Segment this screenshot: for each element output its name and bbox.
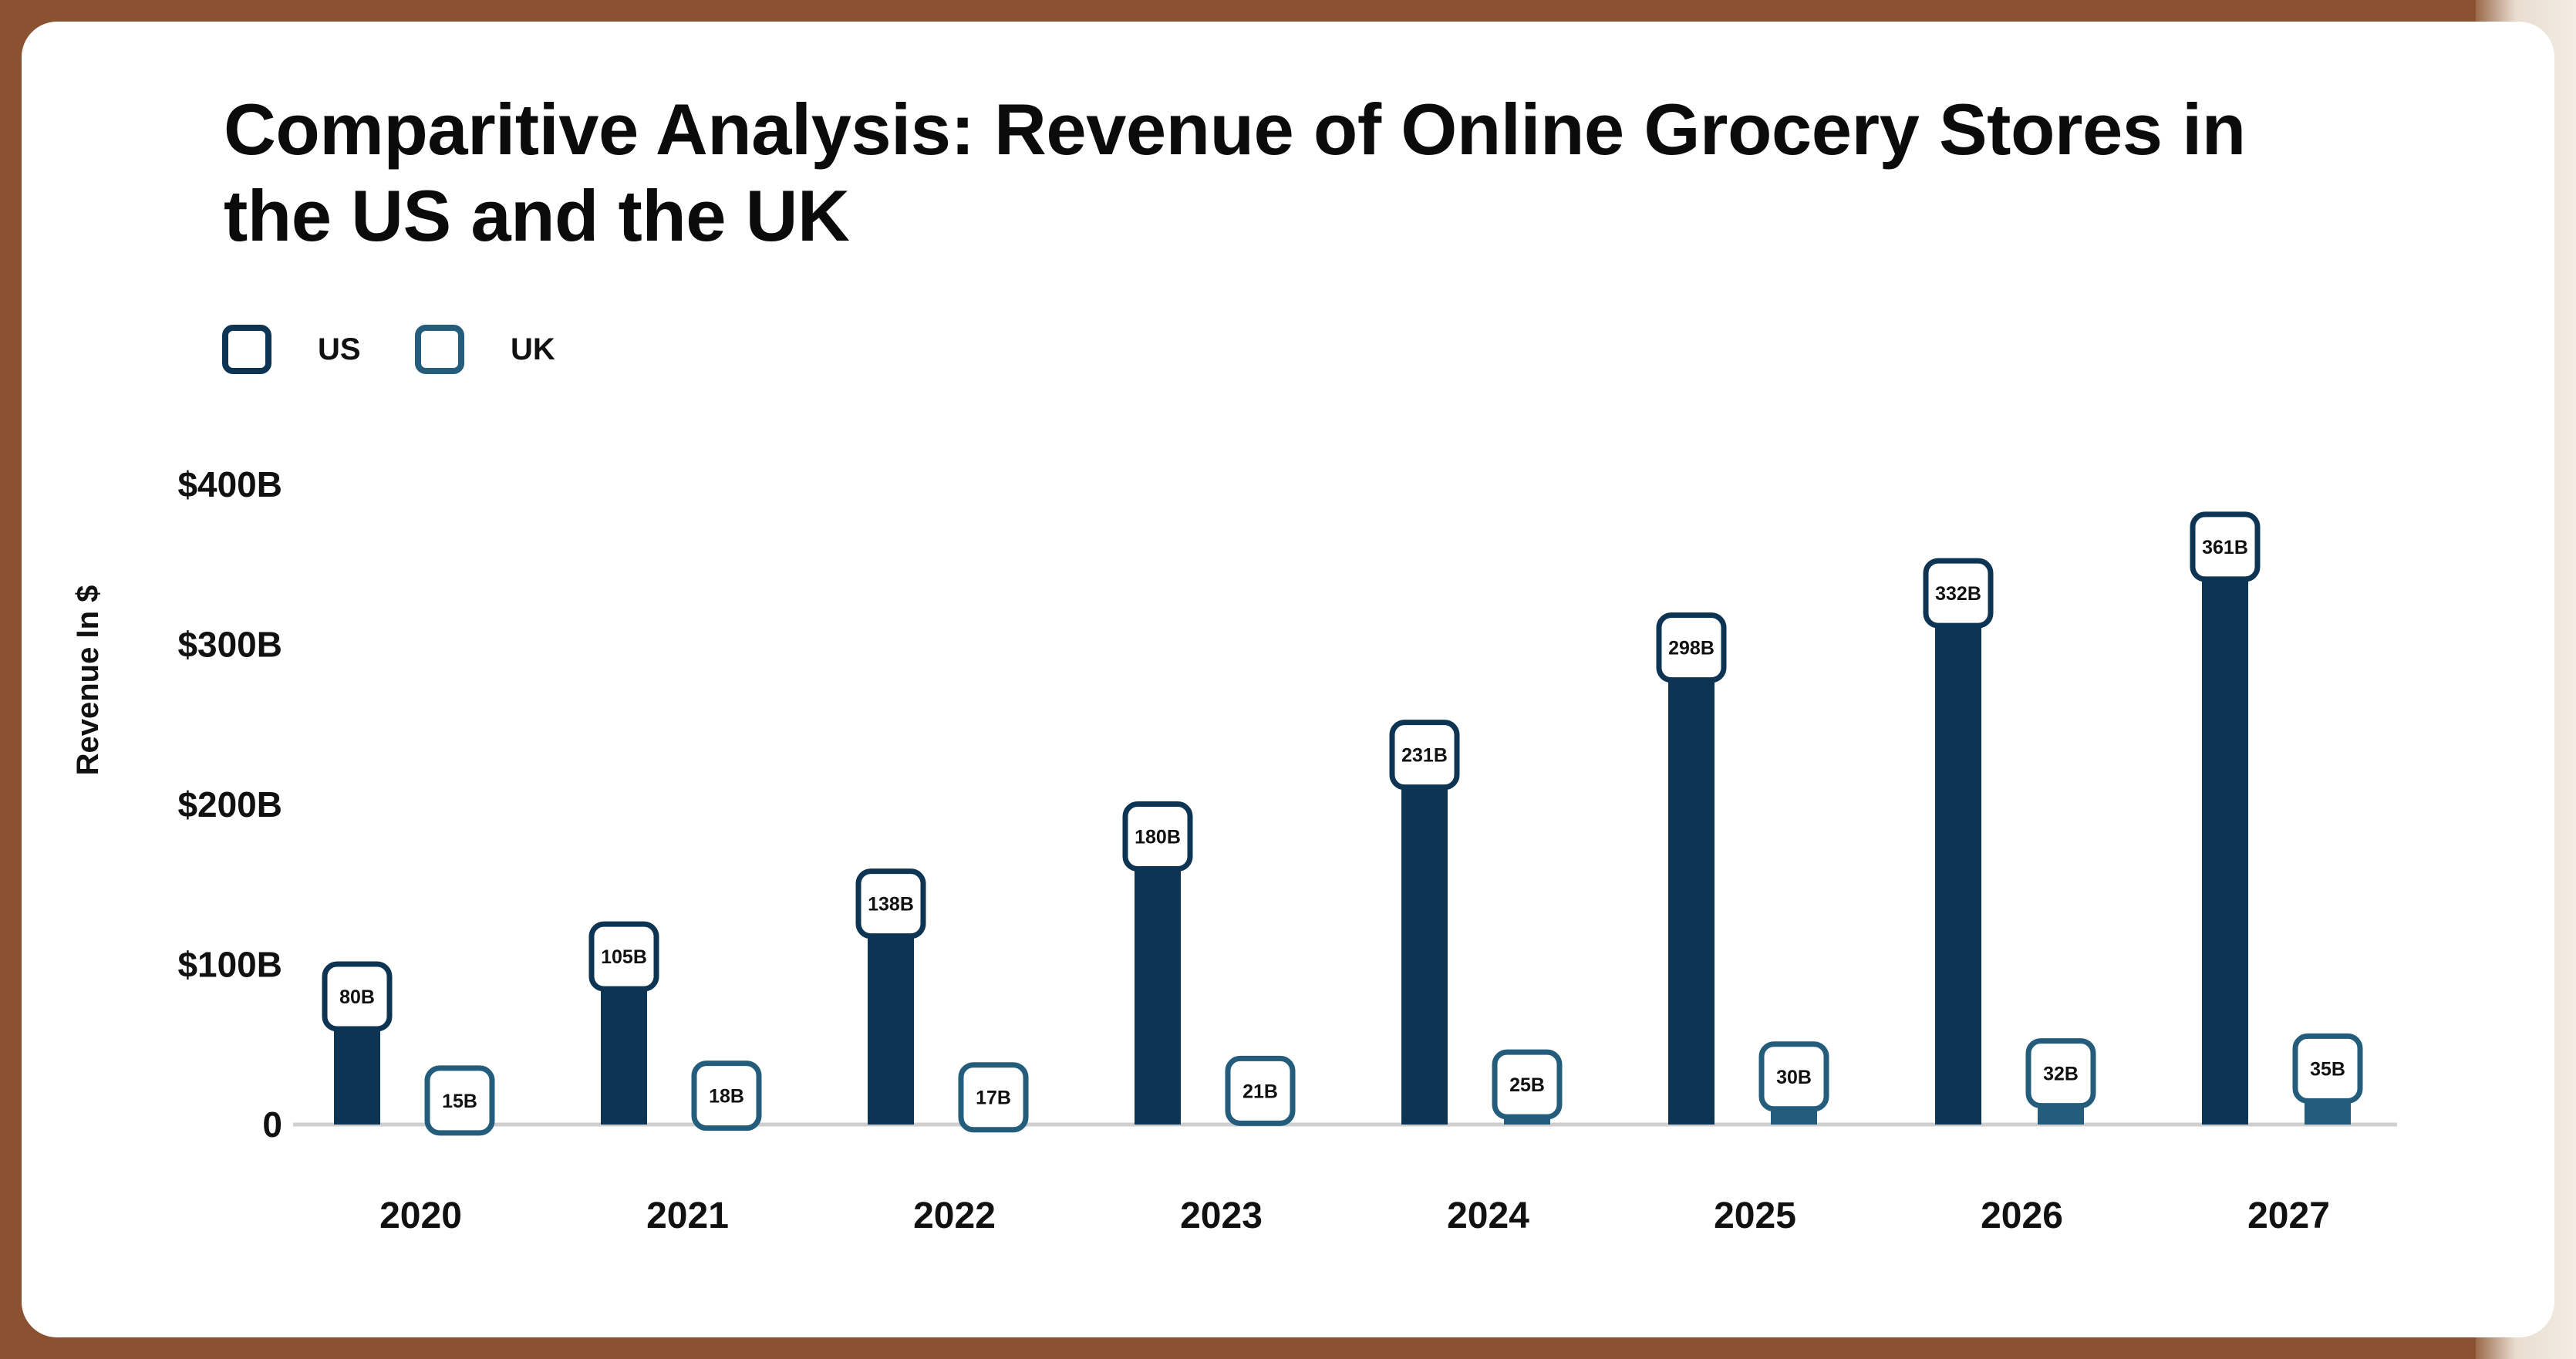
data-label-uk: 18B (709, 1086, 744, 1108)
data-label-us: 80B (339, 986, 375, 1008)
legend-swatch-us (222, 325, 271, 374)
data-label-box-uk (1492, 1049, 1563, 1120)
data-label-us: 361B (2202, 537, 2248, 558)
legend-label-us: US (318, 332, 361, 366)
y-tick-label: $200B (177, 784, 282, 825)
chart-title: Comparitive Analysis: Revenue of Online … (224, 89, 2246, 256)
y-tick-label: $400B (177, 464, 282, 504)
data-label-us: 332B (1935, 583, 1981, 605)
data-label-box-uk (691, 1061, 762, 1131)
data-label-box-us (588, 921, 659, 992)
y-tick-label: $300B (177, 625, 282, 665)
legend-label-uk: UK (511, 332, 555, 366)
legend-item-uk: UK (415, 322, 555, 376)
data-label-box-us (1923, 558, 1994, 629)
data-label-us: 105B (601, 946, 647, 968)
data-label-us: 231B (1401, 745, 1448, 767)
data-label-us: 298B (1668, 638, 1715, 659)
data-label-uk: 32B (2043, 1064, 2079, 1085)
bar-us (2202, 546, 2248, 1125)
data-label-box-us (2190, 511, 2261, 582)
x-tick-label: 2020 (379, 1195, 462, 1236)
y-tick-label: 0 (262, 1104, 282, 1145)
y-tick-label: $100B (177, 945, 282, 985)
data-label-box-us (322, 961, 393, 1032)
data-label-uk: 21B (1242, 1081, 1278, 1102)
legend-item-us: US (222, 322, 361, 376)
x-tick-label: 2025 (1714, 1195, 1796, 1236)
data-label-box-uk (958, 1062, 1029, 1133)
x-tick-label: 2024 (1447, 1195, 1529, 1236)
bar-us (1135, 836, 1181, 1125)
data-label-box-us (1122, 801, 1193, 872)
data-label-box-uk (2292, 1033, 2363, 1104)
legend-swatch-uk (415, 325, 464, 374)
data-label-uk: 35B (2310, 1058, 2345, 1080)
data-label-uk: 25B (1509, 1074, 1545, 1096)
x-tick-label: 2022 (913, 1195, 996, 1236)
data-label-box-us (855, 868, 926, 939)
bar-us (868, 903, 914, 1125)
x-tick-label: 2021 (646, 1195, 729, 1236)
data-label-box-uk (424, 1065, 495, 1136)
bar-us (1401, 754, 1448, 1125)
data-label-box-uk (2025, 1038, 2096, 1109)
data-label-box-uk (1758, 1041, 1829, 1112)
y-axis-title: Revenue In $ (71, 585, 105, 776)
data-label-us: 138B (868, 894, 914, 916)
bar-us (1935, 593, 1981, 1125)
data-label-uk: 17B (976, 1088, 1011, 1109)
data-label-uk: 30B (1776, 1067, 1812, 1088)
data-label-us: 180B (1135, 827, 1181, 848)
data-label-uk: 15B (442, 1091, 477, 1112)
x-tick-label: 2023 (1180, 1195, 1263, 1236)
x-tick-label: 2027 (2247, 1195, 2330, 1236)
data-label-box-us (1656, 612, 1727, 683)
data-label-box-uk (1225, 1055, 1296, 1126)
data-label-box-us (1389, 720, 1460, 791)
x-tick-label: 2026 (1981, 1195, 2063, 1236)
bar-us (1668, 647, 1715, 1125)
